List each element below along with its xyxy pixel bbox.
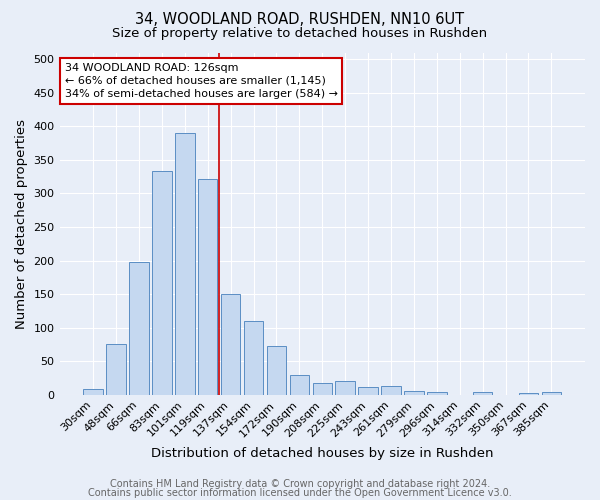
X-axis label: Distribution of detached houses by size in Rushden: Distribution of detached houses by size … bbox=[151, 447, 494, 460]
Text: Contains public sector information licensed under the Open Government Licence v3: Contains public sector information licen… bbox=[88, 488, 512, 498]
Y-axis label: Number of detached properties: Number of detached properties bbox=[15, 118, 28, 328]
Bar bbox=[427, 392, 446, 395]
Bar bbox=[404, 392, 424, 395]
Text: 34 WOODLAND ROAD: 126sqm
← 66% of detached houses are smaller (1,145)
34% of sem: 34 WOODLAND ROAD: 126sqm ← 66% of detach… bbox=[65, 63, 338, 99]
Bar bbox=[175, 133, 194, 395]
Bar bbox=[381, 386, 401, 395]
Bar bbox=[152, 172, 172, 395]
Bar bbox=[83, 390, 103, 395]
Bar bbox=[267, 346, 286, 395]
Text: Size of property relative to detached houses in Rushden: Size of property relative to detached ho… bbox=[112, 28, 488, 40]
Bar bbox=[542, 392, 561, 395]
Bar bbox=[129, 262, 149, 395]
Text: Contains HM Land Registry data © Crown copyright and database right 2024.: Contains HM Land Registry data © Crown c… bbox=[110, 479, 490, 489]
Bar bbox=[335, 382, 355, 395]
Bar bbox=[106, 344, 126, 395]
Bar bbox=[473, 392, 493, 395]
Bar bbox=[290, 374, 309, 395]
Bar bbox=[358, 388, 378, 395]
Bar bbox=[313, 384, 332, 395]
Bar bbox=[519, 393, 538, 395]
Bar bbox=[221, 294, 241, 395]
Text: 34, WOODLAND ROAD, RUSHDEN, NN10 6UT: 34, WOODLAND ROAD, RUSHDEN, NN10 6UT bbox=[136, 12, 464, 28]
Bar bbox=[198, 178, 217, 395]
Bar bbox=[244, 321, 263, 395]
